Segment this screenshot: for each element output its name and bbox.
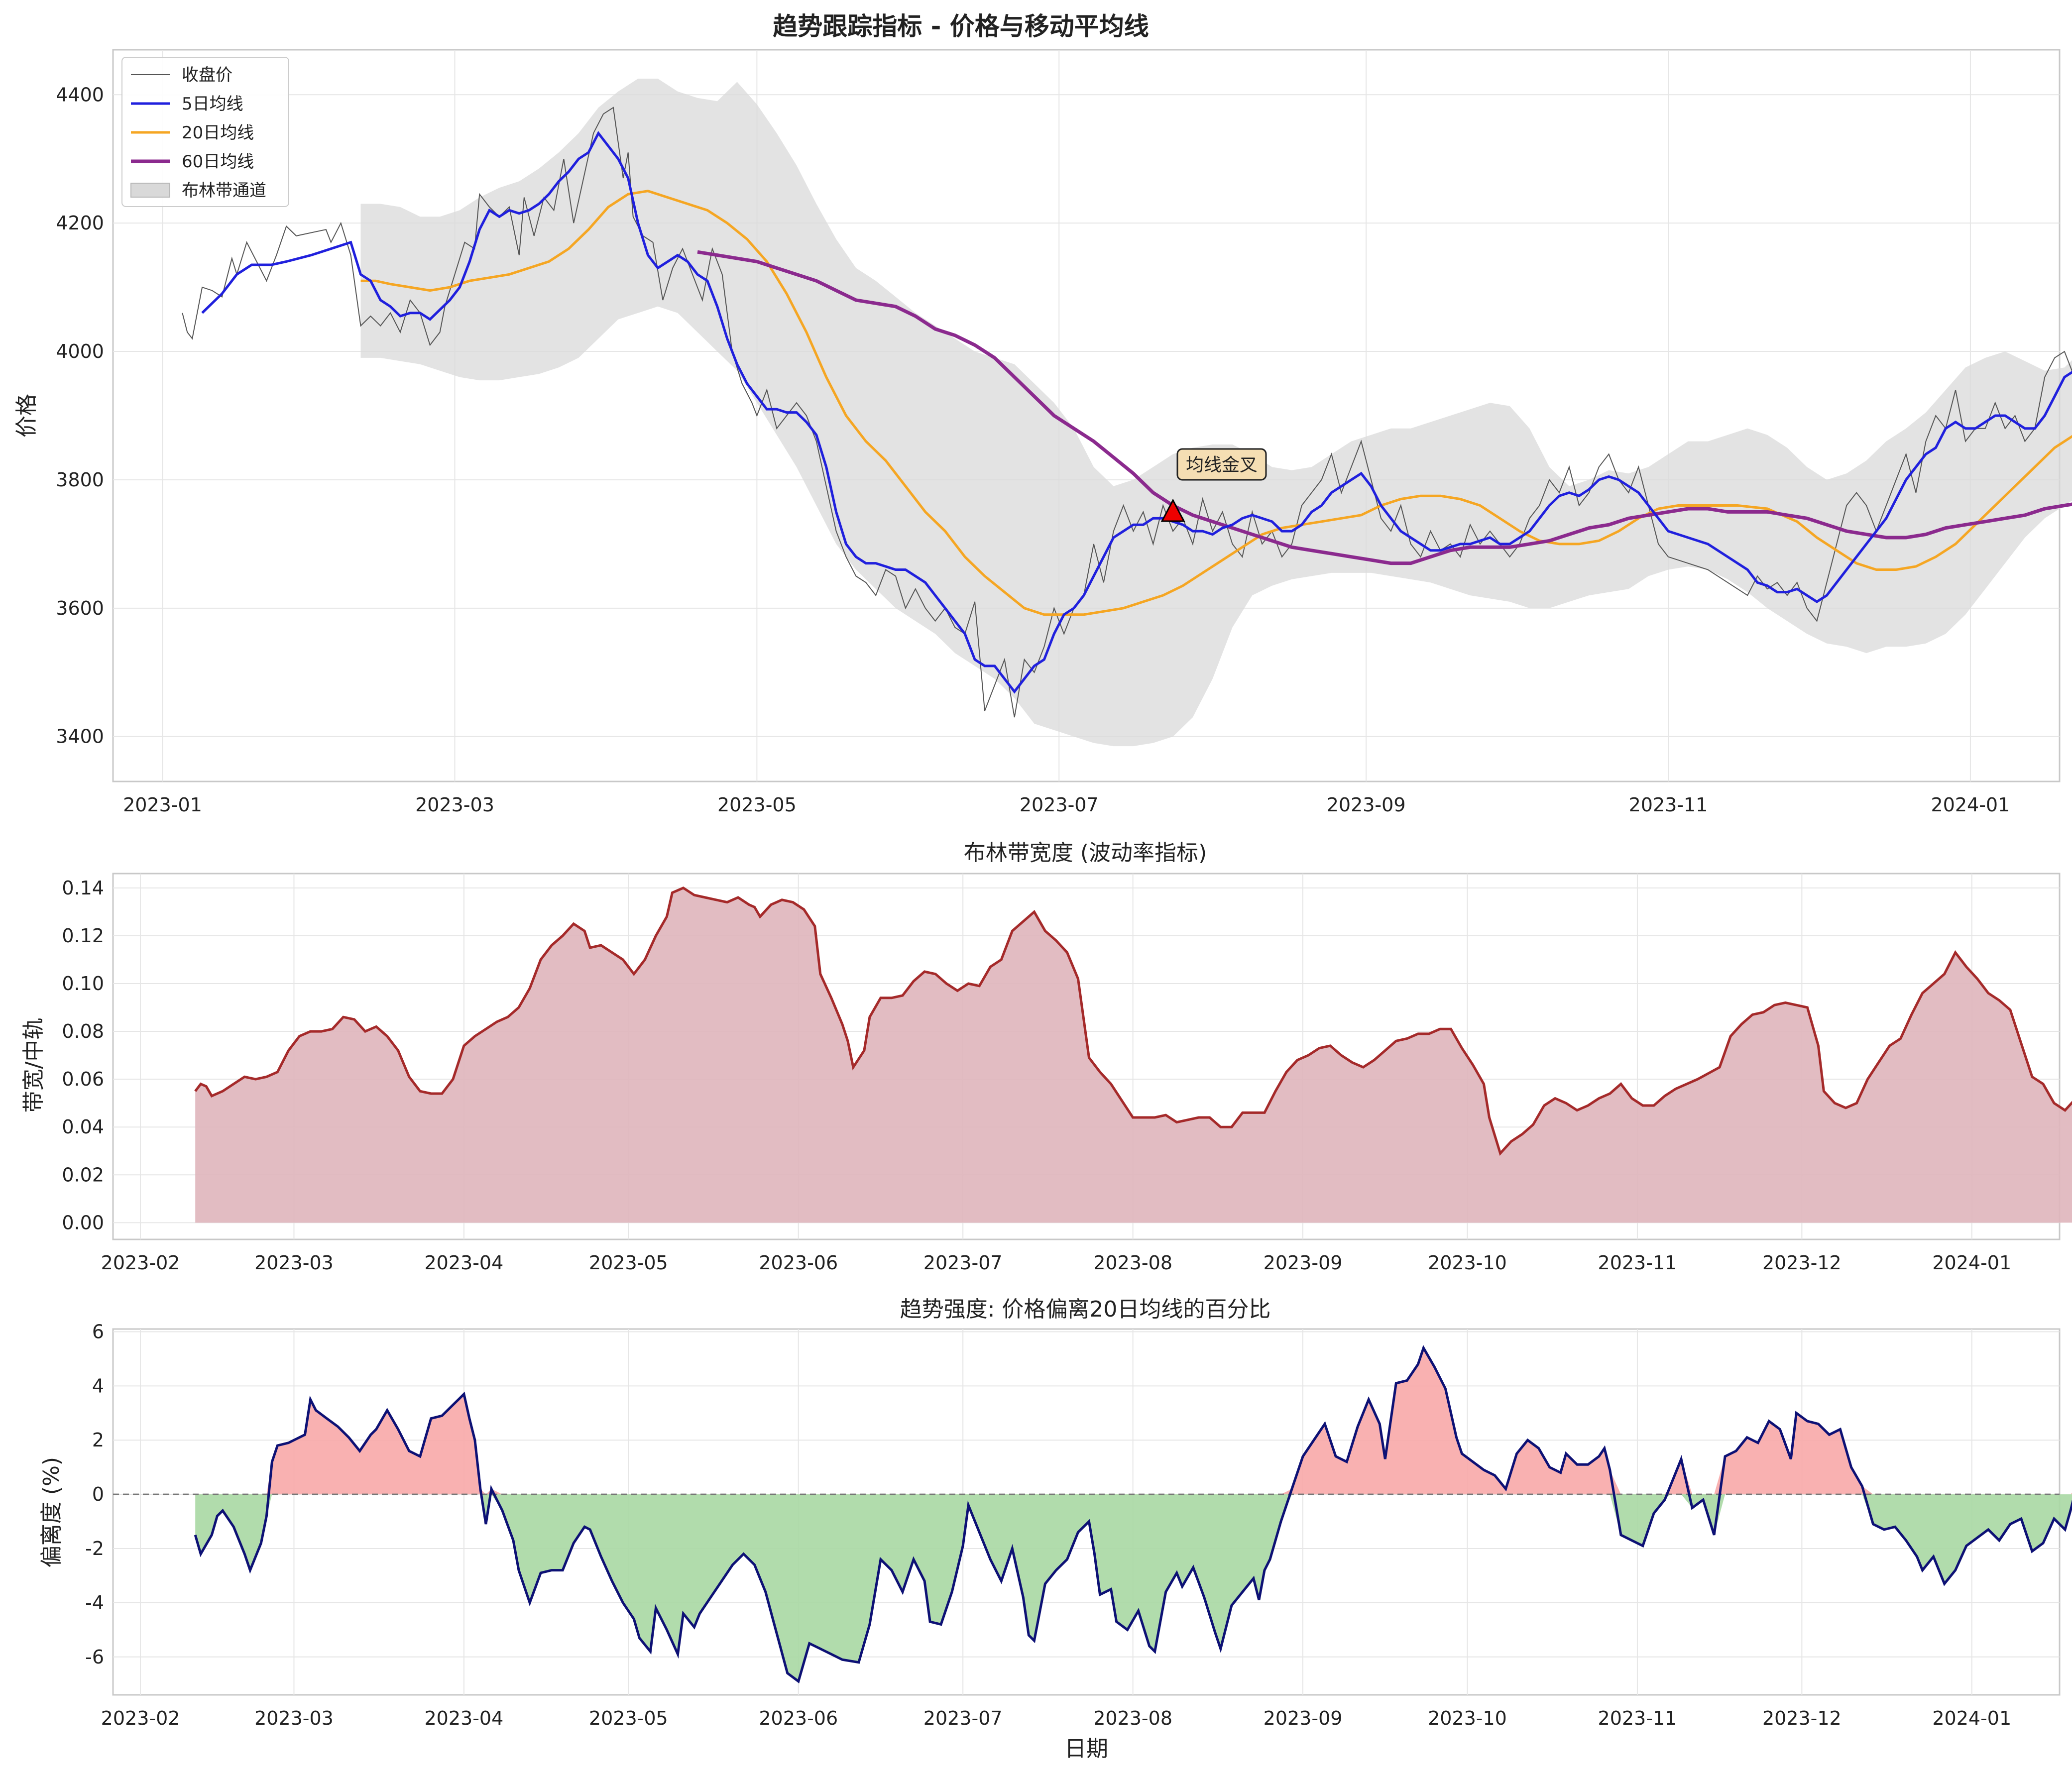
- legend-band-label: 布林带通道: [182, 181, 266, 201]
- deviation-y-label: 偏离度 (%): [39, 1457, 64, 1567]
- x-tick-label: 2023-07: [1020, 794, 1099, 816]
- price-legend: 收盘价 5日均线 20日均线 60日均线 布林带通道: [121, 57, 289, 207]
- x-tick-label: 2023-12: [1762, 1707, 1842, 1729]
- deviation-chart-title: 趋势强度: 价格偏离20日均线的百分比: [900, 1297, 1271, 1322]
- y-tick-label: 0.10: [62, 973, 104, 995]
- y-tick-label: 3600: [56, 597, 104, 619]
- y-tick-label: 0.08: [62, 1020, 104, 1042]
- x-tick-label: 2023-10: [1428, 1707, 1507, 1729]
- y-tick-label: 3400: [56, 726, 104, 748]
- bandwidth-panel: 布林带宽度 (波动率指标) 0.000.020.040.060.080.100.…: [21, 840, 2072, 1274]
- bandwidth-line: [194, 886, 2072, 1156]
- deviation-y-ticks: -6 -4 -2 0 2 4 6: [85, 1321, 104, 1667]
- y-tick-label: 4: [92, 1375, 104, 1397]
- x-tick-label: 2024-01: [1931, 794, 2010, 816]
- x-tick-label: 2024-01: [1932, 1707, 2011, 1729]
- y-tick-label: -6: [85, 1646, 104, 1668]
- x-tick-label: 2023-11: [1629, 794, 1708, 816]
- bandwidth-x-ticks: 2023-02 2023-03 2023-04 2023-05 2023-06 2023-…: [101, 1252, 2011, 1274]
- y-tick-label: -2: [85, 1538, 104, 1559]
- golden-cross-annotation: 均线金叉: [1176, 448, 1267, 481]
- legend-ma5-label: 5日均线: [182, 94, 243, 114]
- x-tick-label: 2023-02: [101, 1707, 180, 1729]
- y-tick-label: 0.14: [62, 877, 104, 899]
- price-y-ticks: 3400 3600 3800 4000 4200 4400: [56, 84, 104, 747]
- x-tick-label: 2023-08: [1093, 1707, 1172, 1729]
- y-tick-label: 4000: [56, 340, 104, 362]
- bandwidth-y-label: 带宽/中轨: [21, 1018, 46, 1113]
- bandwidth-y-ticks: 0.00 0.02 0.04 0.06 0.08 0.10 0.12 0.14: [62, 877, 104, 1234]
- ma60-line: [697, 250, 2072, 565]
- x-tick-label: 2023-01: [123, 794, 202, 816]
- x-tick-label: 2023-03: [415, 794, 494, 816]
- x-tick-label: 2023-10: [1428, 1252, 1507, 1274]
- legend-band-swatch: [130, 183, 170, 198]
- close-price-line: [182, 107, 2072, 718]
- x-tick-label: 2023-06: [759, 1707, 838, 1729]
- x-tick-label: 2023-06: [759, 1252, 838, 1274]
- y-tick-label: 0.00: [62, 1212, 104, 1233]
- y-tick-label: 6: [92, 1321, 104, 1342]
- bandwidth-area: [195, 888, 2072, 1223]
- y-tick-label: 4400: [56, 84, 104, 106]
- legend-ma20-label: 20日均线: [182, 123, 254, 143]
- deviation-positive-area: [195, 1348, 2072, 1495]
- bollinger-band: [360, 79, 2072, 747]
- legend-close-label: 收盘价: [182, 65, 232, 85]
- y-tick-label: -4: [85, 1592, 104, 1614]
- x-tick-label: 2023-07: [923, 1707, 1003, 1729]
- y-tick-label: 0: [92, 1483, 104, 1505]
- y-tick-label: 0.04: [62, 1116, 104, 1138]
- deviation-x-ticks: 2023-02 2023-03 2023-04 2023-05 2023-06 2023-…: [101, 1707, 2011, 1729]
- x-tick-label: 2023-11: [1598, 1252, 1677, 1274]
- bandwidth-chart-title: 布林带宽度 (波动率指标): [964, 840, 1207, 866]
- price-y-label: 价格: [14, 394, 39, 438]
- price-chart-title: 趋势跟踪指标 - 价格与移动平均线: [773, 12, 1149, 41]
- deviation-negative-area: [195, 1494, 2072, 1681]
- x-tick-label: 2023-03: [254, 1707, 334, 1729]
- annotation-label: 均线金叉: [1186, 455, 1258, 475]
- x-tick-label: 2023-04: [425, 1707, 504, 1729]
- golden-cross-marker: [1160, 498, 1185, 522]
- x-tick-label: 2023-09: [1264, 1707, 1343, 1729]
- legend-ma60-label: 60日均线: [182, 152, 254, 172]
- ma5-line: [201, 130, 2072, 694]
- x-tick-label: 2023-08: [1093, 1252, 1172, 1274]
- price-panel: 趋势跟踪指标 - 价格与移动平均线 均线金叉 3400 3600 3800 4000 4…: [14, 12, 2072, 816]
- x-tick-label: 2023-04: [425, 1252, 504, 1274]
- x-tick-label: 2023-03: [254, 1252, 334, 1274]
- deviation-x-label: 日期: [1064, 1736, 1108, 1762]
- y-tick-label: 3800: [56, 469, 104, 491]
- x-tick-label: 2023-05: [589, 1707, 668, 1729]
- deviation-line: [194, 1345, 2072, 1683]
- x-tick-label: 2023-09: [1327, 794, 1406, 816]
- x-tick-label: 2023-07: [923, 1252, 1003, 1274]
- y-tick-label: 4200: [56, 212, 104, 234]
- annotation-box: [1176, 448, 1267, 481]
- legend-box: [121, 57, 289, 207]
- y-tick-label: 0.06: [62, 1068, 104, 1090]
- price-x-ticks: 2023-01 2023-03 2023-05 2023-07 2023-09 2023-…: [123, 794, 2010, 816]
- x-tick-label: 2023-05: [717, 794, 797, 816]
- x-tick-label: 2023-02: [101, 1252, 180, 1274]
- x-tick-label: 2023-05: [589, 1252, 668, 1274]
- y-tick-label: 0.12: [62, 925, 104, 947]
- x-tick-label: 2023-09: [1264, 1252, 1343, 1274]
- y-tick-label: 0.02: [62, 1164, 104, 1186]
- x-tick-label: 2024-01: [1932, 1252, 2011, 1274]
- y-tick-label: 2: [92, 1429, 104, 1451]
- x-tick-label: 2023-12: [1762, 1252, 1842, 1274]
- x-tick-label: 2023-11: [1598, 1707, 1677, 1729]
